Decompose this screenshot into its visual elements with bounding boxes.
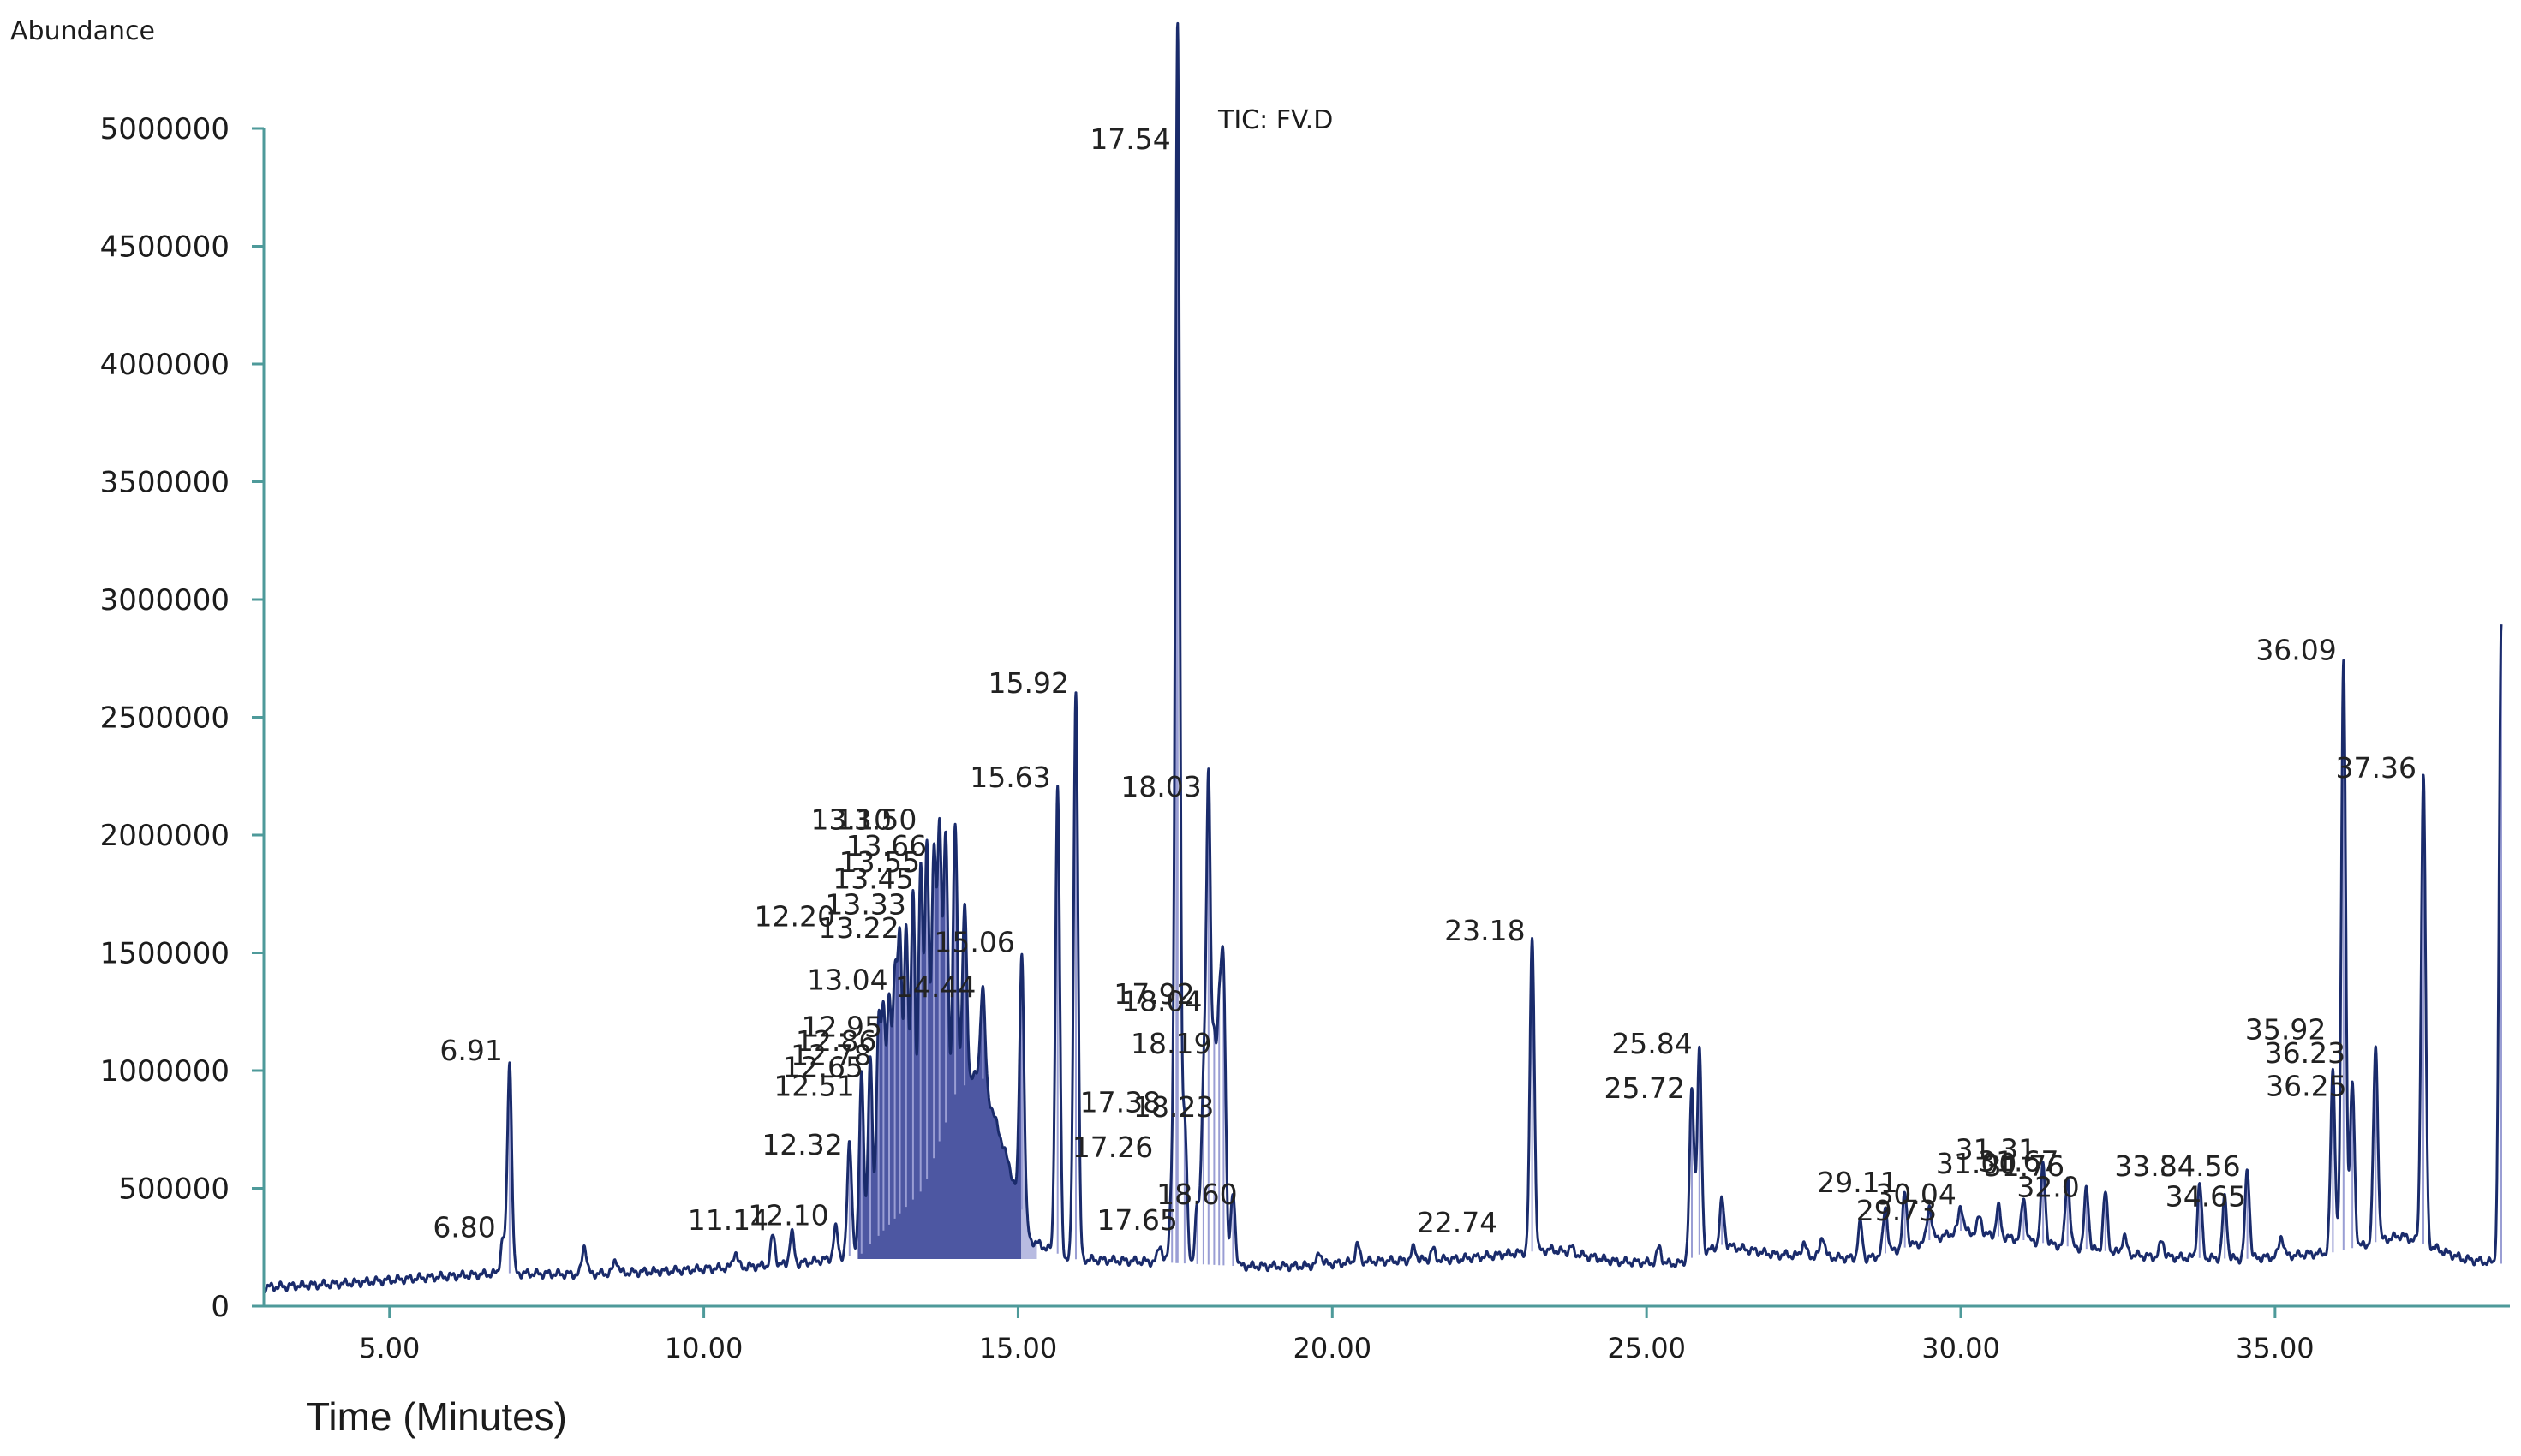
peak-label: 30.04 xyxy=(1875,1178,1956,1211)
peak-label: 31.76 xyxy=(1984,1149,2064,1183)
peak-label: 12.10 xyxy=(748,1199,828,1232)
peak-label: 15.63 xyxy=(970,761,1050,794)
peak-label: 6.91 xyxy=(439,1034,502,1067)
peak-label: 12.86 xyxy=(796,1024,876,1058)
peak-label: 17.26 xyxy=(1072,1131,1153,1164)
x-tick-label: 25.00 xyxy=(1607,1332,1686,1364)
peak-label: 32.0 xyxy=(2016,1171,2079,1204)
peak-label: 36.25 xyxy=(2266,1069,2346,1102)
peak-label: 31.00 xyxy=(1936,1147,2016,1180)
x-tick-label: 5.00 xyxy=(359,1332,420,1364)
y-tick-label: 3000000 xyxy=(100,583,230,618)
peak-label: 29.73 xyxy=(1856,1194,1937,1227)
y-tick-label: 3500000 xyxy=(100,466,230,500)
peak-label: 12.95 xyxy=(802,1011,882,1044)
peak-label: 17.38 xyxy=(1080,1086,1161,1119)
y-axis-title: Abundance xyxy=(10,16,155,46)
x-tick-label: 35.00 xyxy=(2236,1332,2315,1364)
peak-label: 12.20 xyxy=(755,899,835,933)
peak-label: 34.65 xyxy=(2166,1180,2246,1214)
x-tick-label: 20.00 xyxy=(1293,1332,1371,1364)
y-tick-label: 2500000 xyxy=(100,701,230,736)
peak-label: 13.50 xyxy=(836,803,917,837)
peak-label: 22.74 xyxy=(1417,1206,1497,1239)
peak-label: 18.03 xyxy=(1120,770,1201,803)
peak-label: 12.65 xyxy=(783,1050,863,1083)
peak-label: 13.22 xyxy=(818,911,899,945)
peak-label: 13.45 xyxy=(833,862,913,895)
peak-label: 15.92 xyxy=(989,666,1069,700)
peak-label: 18.04 xyxy=(1121,984,1202,1017)
y-tick-label: 4000000 xyxy=(100,348,230,382)
y-tick-label: 4500000 xyxy=(100,230,230,265)
y-tick-label: 2000000 xyxy=(100,819,230,853)
peak-label: 12.32 xyxy=(762,1128,842,1161)
peak-label: 17.54 xyxy=(1090,122,1170,156)
peak-label: 12.51 xyxy=(774,1069,854,1102)
peak-label: 37.36 xyxy=(2336,751,2416,785)
peak-label: 11.14 xyxy=(688,1203,768,1237)
peak-label: 25.72 xyxy=(1604,1071,1685,1105)
peak-annotations: 6.806.9111.1412.1012.3212.5112.6512.7812… xyxy=(433,122,2416,1244)
peak-label: 35.92 xyxy=(2245,1012,2326,1046)
tic-series-line xyxy=(262,21,2503,1293)
x-tick-label: 10.00 xyxy=(665,1332,744,1364)
chart-title: TIC: FV.D xyxy=(1217,105,1333,135)
peak-label: 36.09 xyxy=(2255,634,2336,667)
axes: 0 500000 1000000 1500000 2000000 2500000 30000… xyxy=(100,112,2510,1364)
peak-label: 23.18 xyxy=(1444,914,1525,947)
peak-label: 13.66 xyxy=(846,829,927,862)
peak-label: 15.06 xyxy=(934,926,1014,959)
tic-trace xyxy=(262,21,2503,1293)
peak-label: 25.84 xyxy=(1611,1027,1692,1060)
peak-label: 12.78 xyxy=(791,1039,871,1072)
x-axis-title: Time (Minutes) xyxy=(306,1394,567,1439)
peak-label: 17.92 xyxy=(1114,977,1194,1011)
peak-label: 17.65 xyxy=(1096,1203,1177,1237)
peak-label: 13.10 xyxy=(811,803,892,837)
peak-label: 31.31 xyxy=(1956,1133,2036,1167)
peak-label: 36.23 xyxy=(2265,1036,2345,1070)
peak-label: 34.56 xyxy=(2160,1149,2240,1183)
peak-label: 6.80 xyxy=(433,1210,495,1244)
y-tick-label: 0 xyxy=(211,1290,230,1324)
y-tick-label: 500000 xyxy=(118,1173,230,1207)
peak-label: 13.55 xyxy=(839,845,920,879)
y-tick-label: 1000000 xyxy=(100,1054,230,1089)
peak-label: 33.84 xyxy=(2114,1149,2195,1183)
peak-label: 29.11 xyxy=(1817,1166,1897,1199)
peak-label: 31.67 xyxy=(1978,1144,2058,1178)
peak-label: 13.33 xyxy=(825,888,905,922)
x-tick-label: 15.00 xyxy=(979,1332,1058,1364)
y-tick-label: 5000000 xyxy=(100,112,230,146)
x-tick-label: 30.00 xyxy=(1921,1332,2000,1364)
peak-label: 18.19 xyxy=(1131,1027,1211,1060)
y-tick-label: 1500000 xyxy=(100,937,230,971)
peak-label: 18.60 xyxy=(1156,1178,1237,1211)
peak-label: 18.23 xyxy=(1133,1090,1214,1124)
peak-label: 14.44 xyxy=(895,970,976,1004)
peak-label: 13.04 xyxy=(807,964,887,997)
